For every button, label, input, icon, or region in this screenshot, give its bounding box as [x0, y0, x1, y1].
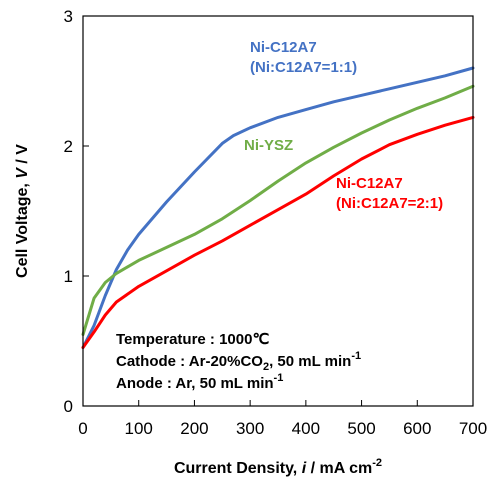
- x-axis-ticks: 0 100 200 300 400 500 600 700: [78, 400, 487, 438]
- series-label-ni-c12a7-2-1: Ni-C12A7: [336, 175, 403, 192]
- plot-frame: [82, 15, 474, 407]
- series-lines: [81, 66, 475, 349]
- series-line-0: [81, 66, 475, 349]
- y-tick-label: 2: [64, 137, 73, 156]
- series-label-ni-c12a7-1-1: Ni-C12A7: [250, 39, 317, 56]
- x-tick-label: 400: [292, 419, 320, 438]
- condition-temperature: Temperature : 1000℃: [116, 331, 269, 348]
- x-tick-label: 300: [236, 419, 264, 438]
- x-tick-label: 200: [180, 419, 208, 438]
- x-axis-title: Current Density, i / mA cm-2: [174, 457, 382, 477]
- series-label-ni-ysz: Ni-YSZ: [244, 137, 293, 154]
- y-tick-label: 0: [64, 397, 73, 416]
- series-label-ni-c12a7-2-1-ratio: (Ni:C12A7=2:1): [336, 195, 443, 212]
- x-tick-label: 600: [403, 419, 431, 438]
- series-line-1: [81, 84, 475, 336]
- series-line-2: [81, 115, 475, 349]
- x-tick-label: 0: [78, 419, 87, 438]
- x-tick-label: 100: [125, 419, 153, 438]
- series-label-ni-c12a7-1-1-ratio: (Ni:C12A7=1:1): [250, 59, 357, 76]
- y-tick-label: 1: [64, 267, 73, 286]
- y-axis-title: Cell Voltage, V / V: [14, 144, 31, 278]
- y-tick-label: 3: [64, 7, 73, 26]
- x-tick-label: 700: [459, 419, 487, 438]
- condition-anode: Anode : Ar, 50 mL min-1: [116, 372, 283, 392]
- condition-cathode: Cathode : Ar-20%CO2, 50 mL min-1: [116, 350, 361, 373]
- y-axis-ticks: 0 1 2 3: [64, 7, 89, 416]
- x-tick-label: 500: [347, 419, 375, 438]
